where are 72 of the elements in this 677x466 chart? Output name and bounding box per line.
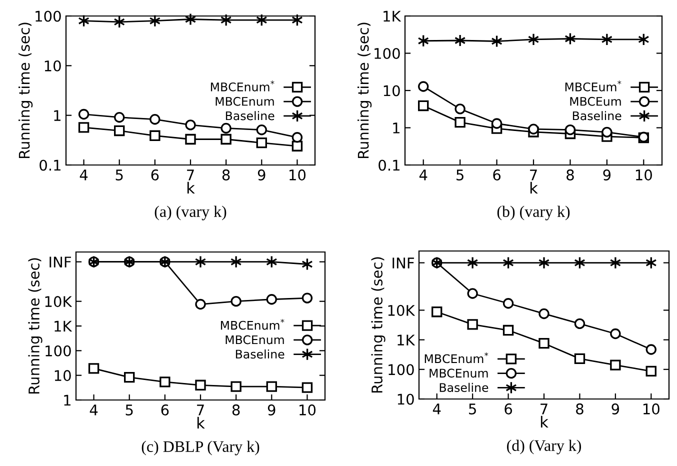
x-tick-label: 8: [576, 403, 584, 414]
x-tick-label: 9: [258, 169, 266, 180]
x-tick-label: 6: [493, 169, 501, 180]
x-tick-label: 7: [530, 170, 537, 180]
y-tick-label: 1: [393, 122, 400, 134]
x-tick-label: 4: [90, 404, 98, 416]
x-tick-label: 10: [636, 169, 652, 180]
text: (c) DBLP (Vary k): [142, 440, 260, 456]
y-tick-label: 100: [36, 10, 61, 22]
x-tick-label: 6: [161, 404, 169, 416]
x-axis-title: k: [187, 182, 195, 194]
legend-label: MBCEnum: [216, 96, 274, 106]
x-tick-label: 8: [222, 169, 230, 180]
legend-label: Baseline: [226, 111, 274, 120]
y-tick-label: 0.1: [378, 160, 400, 171]
x-tick-label: 10: [290, 169, 306, 180]
y-tick-label: 100: [388, 364, 414, 376]
y-tick-label: 10: [398, 394, 414, 405]
x-tick-label: 7: [187, 170, 194, 180]
text: (a) (vary k): [154, 206, 226, 220]
y-tick-label: 10: [384, 85, 400, 96]
x-tick-label: 5: [469, 404, 476, 414]
text: (b) (vary k): [497, 206, 570, 220]
x-tick-label: 5: [456, 170, 464, 180]
y-tick-label: 10K: [45, 296, 72, 308]
x-tick-label: 9: [612, 403, 620, 414]
legend-label: Baseline: [440, 382, 488, 392]
x-tick-label: 8: [232, 404, 240, 416]
y-tick-label: INF: [50, 256, 71, 268]
y-axis-title: Running time (sec): [371, 257, 386, 393]
y-tick-label: 1K: [384, 10, 402, 22]
x-axis-title: k: [197, 416, 205, 428]
y-tick-label: 10K: [388, 304, 416, 316]
x-tick-label: 7: [540, 404, 548, 414]
x-tick-label: 8: [566, 169, 574, 180]
x-tick-label: 10: [643, 403, 660, 414]
y-tick-label: 1K: [398, 334, 416, 346]
x-tick-label: 7: [197, 404, 204, 416]
x-tick-label: 5: [126, 404, 133, 416]
text: (d) (Vary k): [507, 440, 581, 454]
legend-label: MBCEum$^{*}$: [565, 80, 622, 92]
x-tick-label: 10: [300, 404, 316, 416]
y-tick-label: 1K: [54, 320, 72, 332]
x-axis-title: k: [540, 416, 548, 428]
legend-label: MBCEnum: [226, 335, 284, 344]
y-tick-label: 10: [54, 370, 71, 382]
legend-label: MBCEum: [570, 96, 621, 106]
x-tick-label: 6: [504, 403, 512, 414]
y-axis-title: Running time (sec): [18, 22, 33, 158]
legend-label: MBCEnum$^{*}$: [424, 352, 488, 364]
x-tick-label: 4: [419, 170, 428, 180]
y-tick-label: INF: [392, 258, 414, 268]
y-tick-label: 1: [54, 110, 60, 121]
x-tick-label: 4: [432, 404, 441, 414]
y-tick-label: 100: [374, 48, 400, 59]
x-tick-label: 9: [268, 404, 276, 416]
x-tick-label: 4: [80, 170, 88, 180]
legend-label: MBCEnum$^{*}$: [210, 80, 274, 92]
y-tick-label: 0.1: [40, 160, 60, 171]
legend-label: MBCEnum$^{*}$: [220, 318, 284, 330]
y-axis-title: Running time (sec): [28, 258, 42, 394]
y-tick-label: 10: [44, 60, 61, 72]
y-axis-title: Running time (sec): [357, 22, 372, 158]
y-tick-label: 100: [46, 345, 71, 356]
legend-label: Baseline: [572, 111, 622, 120]
x-tick-label: 9: [603, 169, 611, 180]
x-tick-label: 6: [151, 169, 159, 180]
y-tick-label: 1: [64, 394, 70, 406]
legend-label: Baseline: [236, 349, 284, 359]
legend-label: MBCEnum: [430, 368, 488, 378]
x-tick-label: 5: [116, 170, 123, 180]
x-axis-title: k: [530, 182, 538, 194]
